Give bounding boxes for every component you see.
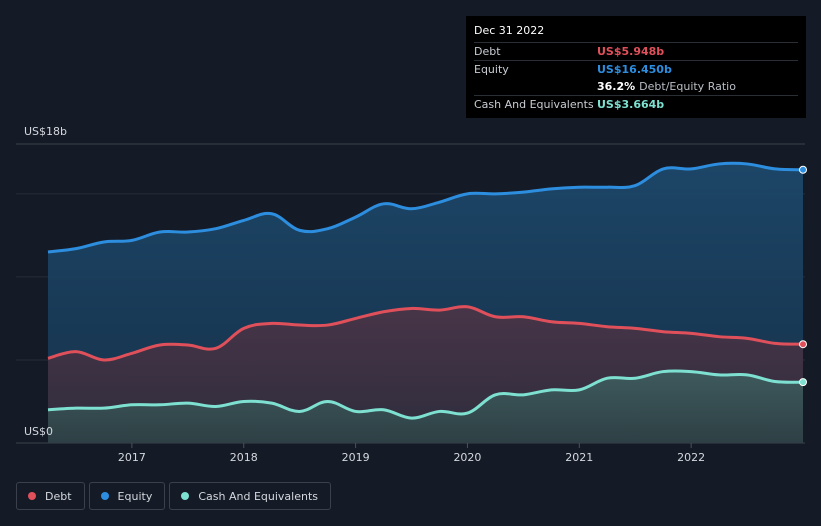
equity-dot-icon xyxy=(100,492,109,500)
tooltip-equity-label: Equity xyxy=(474,63,509,76)
y-axis: US$18b US$0 xyxy=(24,125,67,438)
debt-endpoint xyxy=(799,340,807,349)
cash-endpoint xyxy=(799,378,807,387)
y-tick-label: US$18b xyxy=(24,125,67,138)
x-tick-label: 2022 xyxy=(677,451,705,464)
tooltip-cash-label: Cash And Equivalents xyxy=(474,98,594,111)
legend-debt-label: Debt xyxy=(45,489,72,503)
cash-dot-icon xyxy=(181,492,190,500)
x-tick-label: 2021 xyxy=(565,451,593,464)
cash-area xyxy=(48,370,803,443)
debt-line xyxy=(47,305,804,362)
legend-item-debt[interactable]: Debt xyxy=(16,482,85,510)
series-lines xyxy=(47,161,804,420)
tooltip-row-debt: Debt US$5.948b xyxy=(474,42,798,60)
tooltip-panel: Dec 31 2022 Debt US$5.948b Equity US$16.… xyxy=(466,16,806,118)
equity-line xyxy=(47,161,804,254)
tooltip-ratio-label: Debt/Equity Ratio xyxy=(639,80,736,93)
series-endpoints xyxy=(799,165,807,387)
tooltip-equity-value: US$16.450b xyxy=(597,63,672,76)
equity-endpoint xyxy=(799,165,807,174)
debt-dot-icon xyxy=(28,492,36,500)
legend-equity-label: Equity xyxy=(117,489,153,503)
tooltip-row-cash: Cash And Equivalents US$3.664b xyxy=(474,95,798,113)
tooltip-debt-value: US$5.948b xyxy=(597,45,665,58)
tooltip-cash-value: US$3.664b xyxy=(597,98,665,111)
tooltip-row-ratio: 36.2% Debt/Equity Ratio xyxy=(474,78,798,95)
cash-line xyxy=(47,369,804,420)
x-tick-label: 2018 xyxy=(230,451,258,464)
x-tick-label: 2019 xyxy=(342,451,370,464)
tooltip-row-equity: Equity US$16.450b xyxy=(474,60,798,78)
legend: Debt Equity Cash And Equivalents xyxy=(16,482,335,510)
x-tick-label: 2017 xyxy=(118,451,146,464)
x-tick-label: 2020 xyxy=(453,451,481,464)
legend-item-cash[interactable]: Cash And Equivalents xyxy=(169,482,331,510)
legend-item-equity[interactable]: Equity xyxy=(88,482,166,510)
tooltip-debt-label: Debt xyxy=(474,45,501,58)
y-tick-label: US$0 xyxy=(24,425,53,438)
series-areas xyxy=(48,163,803,443)
tooltip-date: Dec 31 2022 xyxy=(474,24,545,37)
legend-cash-label: Cash And Equivalents xyxy=(198,489,318,503)
x-axis: 2017 2018 2019 2020 2021 2022 xyxy=(118,443,705,464)
tooltip-ratio-value: 36.2% xyxy=(597,80,636,93)
